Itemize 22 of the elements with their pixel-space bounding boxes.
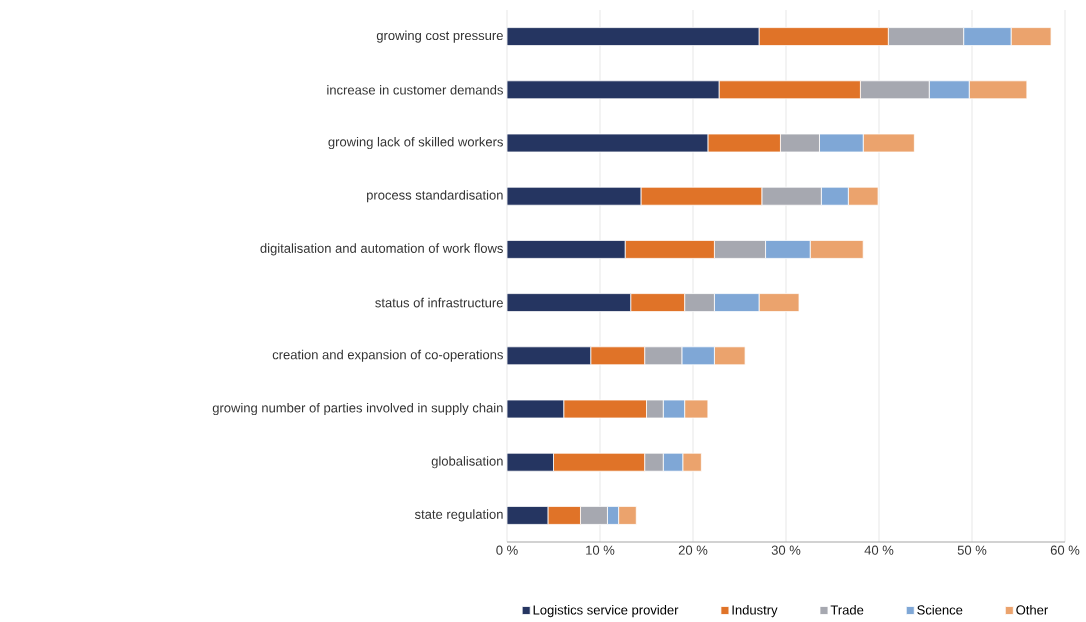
x-tick-label: 40 %: [864, 545, 894, 555]
x-tick-label: 20 %: [678, 545, 708, 555]
y-tick-label: digitalisation and automation of work flows: [260, 243, 503, 256]
y-tick-label: growing number of parties involved in supply chain: [212, 402, 503, 416]
y-tick-label: growing lack of skilled workers: [328, 136, 503, 150]
legend-label: Science: [917, 605, 963, 615]
x-tick-label: 30 %: [771, 545, 801, 555]
y-tick-label: creation and expansion of co-operations: [272, 349, 503, 362]
legend-label: Industry: [732, 605, 778, 618]
x-tick-label: 0 %: [496, 545, 518, 555]
y-tick-label: process standardisation: [367, 190, 503, 203]
legend-label: Other: [1016, 605, 1048, 615]
legend-label: Trade: [830, 605, 864, 615]
x-tick-label: 50 %: [957, 545, 987, 555]
x-tick-label: 60 %: [1050, 545, 1080, 555]
x-tick-label: 10 %: [586, 545, 615, 555]
legend-label: Logistics service provider: [533, 605, 679, 618]
y-tick-label: state regulation: [414, 509, 503, 522]
y-tick-label: growing cost pressure: [376, 30, 503, 43]
y-tick-label: globalisation: [431, 456, 503, 469]
y-tick-label: increase in customer demands: [327, 85, 503, 95]
y-tick-label: status of infrastructure: [375, 297, 503, 308]
